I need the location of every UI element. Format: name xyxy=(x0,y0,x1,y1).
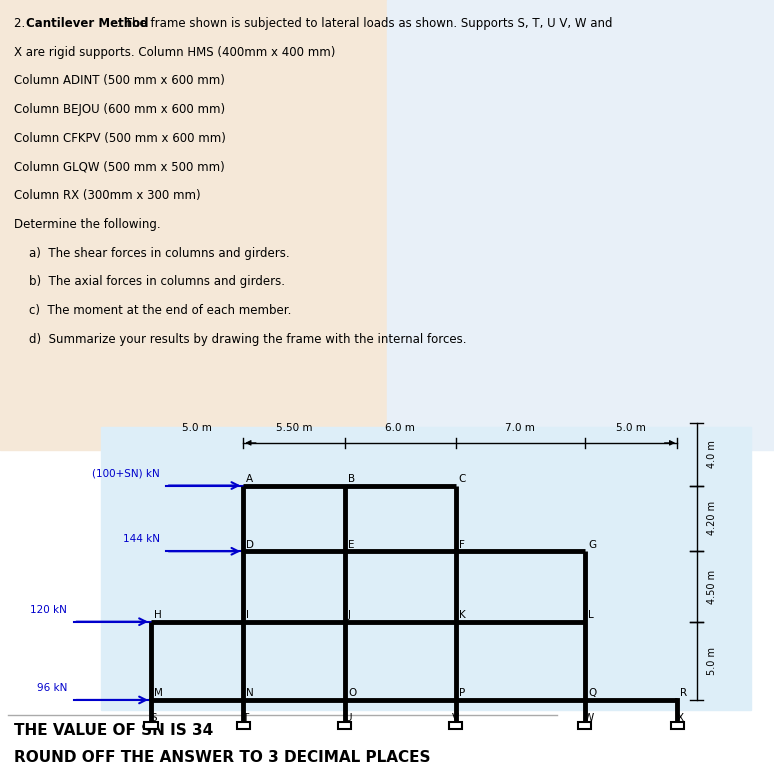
Text: Column BEJOU (600 mm x 600 mm): Column BEJOU (600 mm x 600 mm) xyxy=(14,103,225,116)
Text: Column RX (300mm x 300 mm): Column RX (300mm x 300 mm) xyxy=(14,189,200,203)
Text: 4.0 m: 4.0 m xyxy=(707,440,717,468)
Text: : The frame shown is subjected to lateral loads as shown. Supports S, T, U V, W : : The frame shown is subjected to latera… xyxy=(117,17,612,30)
Text: 5.0 m: 5.0 m xyxy=(616,423,646,433)
Text: 120 kN: 120 kN xyxy=(30,605,67,615)
Text: H: H xyxy=(154,610,162,620)
Text: 7.0 m: 7.0 m xyxy=(505,423,535,433)
Text: G: G xyxy=(588,540,596,549)
Text: 5.0 m: 5.0 m xyxy=(707,647,717,675)
Text: D: D xyxy=(246,540,255,549)
Text: O: O xyxy=(348,688,356,698)
Text: 144 kN: 144 kN xyxy=(122,535,159,544)
Text: M: M xyxy=(154,688,163,698)
Text: U: U xyxy=(344,713,351,723)
Bar xyxy=(144,722,158,729)
Text: I: I xyxy=(246,610,249,620)
Text: c)  The moment at the end of each member.: c) The moment at the end of each member. xyxy=(14,304,291,317)
Text: 5.50 m: 5.50 m xyxy=(276,423,312,433)
Text: 6.0 m: 6.0 m xyxy=(385,423,415,433)
Text: Column GLQW (500 mm x 500 mm): Column GLQW (500 mm x 500 mm) xyxy=(14,161,224,174)
Text: L: L xyxy=(588,610,594,620)
Text: Q: Q xyxy=(588,688,596,698)
Text: T: T xyxy=(242,713,248,723)
Text: B: B xyxy=(348,474,355,484)
Text: Determine the following.: Determine the following. xyxy=(14,218,160,231)
Text: F: F xyxy=(459,540,464,549)
Bar xyxy=(0,0,387,450)
Text: b)  The axial forces in columns and girders.: b) The axial forces in columns and girde… xyxy=(14,275,285,289)
Text: E: E xyxy=(348,540,354,549)
Text: 4.50 m: 4.50 m xyxy=(707,570,717,604)
Text: R: R xyxy=(680,688,687,698)
Text: Column ADINT (500 mm x 600 mm): Column ADINT (500 mm x 600 mm) xyxy=(14,74,224,88)
Bar xyxy=(578,722,591,729)
Text: 4.20 m: 4.20 m xyxy=(707,501,717,535)
Text: N: N xyxy=(246,688,254,698)
Text: THE VALUE OF SN IS 34: THE VALUE OF SN IS 34 xyxy=(14,723,213,738)
Text: 96 kN: 96 kN xyxy=(37,683,67,693)
Text: X: X xyxy=(676,713,683,723)
Text: 2.: 2. xyxy=(14,17,29,30)
Bar xyxy=(670,722,684,729)
Text: a)  The shear forces in columns and girders.: a) The shear forces in columns and girde… xyxy=(14,247,289,260)
Bar xyxy=(449,722,462,729)
Bar xyxy=(338,722,351,729)
Text: Cantilever Method: Cantilever Method xyxy=(26,17,149,30)
Text: J: J xyxy=(348,610,351,620)
Bar xyxy=(387,0,774,450)
Text: X are rigid supports. Column HMS (400mm x 400 mm): X are rigid supports. Column HMS (400mm … xyxy=(14,46,335,59)
Bar xyxy=(237,722,250,729)
Text: P: P xyxy=(459,688,465,698)
Text: A: A xyxy=(246,474,254,484)
Text: (100+SN) kN: (100+SN) kN xyxy=(92,469,159,479)
Text: K: K xyxy=(459,610,465,620)
Text: Column CFKPV (500 mm x 600 mm): Column CFKPV (500 mm x 600 mm) xyxy=(14,132,226,145)
Text: W: W xyxy=(584,713,594,723)
Bar xyxy=(101,427,751,710)
Text: V: V xyxy=(452,713,459,723)
Text: S: S xyxy=(150,713,157,723)
Text: 5.0 m: 5.0 m xyxy=(182,423,212,433)
Text: C: C xyxy=(459,474,466,484)
Text: d)  Summarize your results by drawing the frame with the internal forces.: d) Summarize your results by drawing the… xyxy=(14,333,467,346)
Text: ROUND OFF THE ANSWER TO 3 DECIMAL PLACES: ROUND OFF THE ANSWER TO 3 DECIMAL PLACES xyxy=(14,750,430,765)
